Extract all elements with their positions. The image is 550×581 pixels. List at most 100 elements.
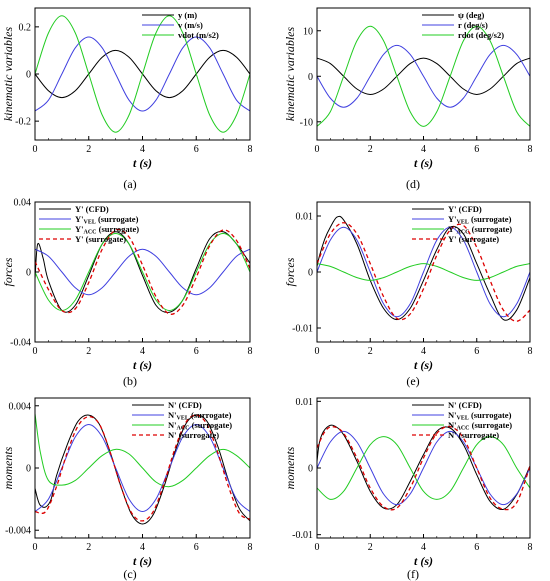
legend-label: N' (surrogate)	[168, 430, 219, 440]
series-line-b-1	[35, 248, 250, 296]
series-line-c-0	[35, 414, 250, 525]
legend-label: N' (surrogate)	[448, 430, 499, 440]
y-axis-label: forces	[1, 257, 15, 286]
legend-label: Y' (CFD)	[75, 204, 109, 214]
y-axis-label: kinematic variables	[283, 27, 297, 122]
series-line-e-3	[317, 222, 530, 322]
series-line-c-1	[35, 423, 250, 513]
y-tick-label: 0	[308, 72, 313, 83]
x-tick-label: 0	[33, 346, 38, 357]
x-tick-label: 2	[368, 346, 373, 357]
legend-label: N' (CFD)	[168, 400, 202, 410]
y-axis-label: kinematic variables	[1, 27, 15, 122]
legend-label: Y' (surrogate)	[448, 234, 499, 244]
y-tick-label: 0	[26, 70, 31, 81]
y-axis-label: moments	[283, 446, 297, 489]
x-tick-label: 4	[140, 144, 145, 155]
series-line-d-1	[317, 44, 530, 108]
legend-label: rdot (deg/s2)	[458, 30, 504, 40]
x-axis-label: t (s)	[414, 554, 433, 568]
x-tick-label: 0	[33, 144, 38, 155]
x-axis-label: t (s)	[133, 156, 152, 170]
legend-label: N' (CFD)	[448, 400, 482, 410]
legend-label: Y' (surrogate)	[75, 234, 126, 244]
x-tick-label: 2	[86, 346, 91, 357]
x-tick-label: 4	[140, 346, 145, 357]
x-tick-label: 0	[315, 346, 320, 357]
y-tick-label: 0	[26, 268, 31, 279]
x-tick-label: 6	[474, 144, 479, 155]
x-tick-label: 2	[368, 542, 373, 553]
panel-caption: (f)	[407, 567, 419, 581]
series-line-f-0	[317, 424, 530, 511]
x-tick-label: 0	[315, 144, 320, 155]
y-tick-label: -0.004	[5, 526, 31, 537]
y-tick-label: -0.04	[10, 338, 31, 349]
panel-caption: (c)	[123, 567, 136, 581]
y-tick-label: 0.01	[296, 397, 314, 408]
legend-label: N'ACC (surrogate)	[448, 420, 512, 432]
y-tick-label: -0.2	[15, 117, 31, 128]
legend-label: Y'ACC (surrogate)	[75, 224, 139, 236]
panel-caption: (a)	[123, 177, 136, 191]
series-line-b-3	[35, 228, 250, 315]
legend-label: Y' (CFD)	[448, 204, 482, 214]
series-line-c-3	[35, 414, 250, 522]
x-tick-label: 6	[194, 144, 199, 155]
x-tick-label: 8	[528, 346, 533, 357]
x-tick-label: 6	[474, 542, 479, 553]
legend-label: vdot (m/s2)	[178, 30, 219, 40]
x-axis-label: t (s)	[133, 554, 152, 568]
panel-caption: (e)	[406, 374, 419, 388]
chart-panel-a: 0 2 4 6 8 -0.2 0 0.2 t (s) kinematic variables (a)…	[1, 7, 253, 191]
x-tick-label: 6	[194, 346, 199, 357]
y-tick-label: 0.01	[296, 212, 314, 223]
chart-panel-d: 0 2 4 6 8 -10 0 10 t (s) kinematic variables (d) ψ …	[283, 7, 533, 191]
y-tick-label: 0	[308, 464, 313, 475]
panel-caption: (d)	[406, 177, 420, 191]
y-tick-label: -0.01	[292, 324, 313, 335]
x-tick-label: 8	[248, 144, 253, 155]
series-line-d-2	[317, 25, 530, 127]
x-axis-label: t (s)	[133, 358, 152, 372]
legend-label: N'ACC (surrogate)	[168, 420, 232, 432]
x-tick-label: 6	[194, 542, 199, 553]
y-axis-label: forces	[283, 257, 297, 286]
series-line-f-2	[317, 436, 530, 500]
x-tick-label: 4	[140, 542, 145, 553]
y-axis-label: moments	[1, 446, 15, 489]
series-line-e-2	[317, 263, 530, 281]
x-tick-label: 8	[248, 542, 253, 553]
x-axis-label: t (s)	[414, 156, 433, 170]
y-tick-label: -0.01	[292, 530, 313, 541]
plot-frame	[316, 7, 531, 141]
y-tick-label: 0.004	[9, 401, 32, 412]
y-tick-label: 0.04	[14, 198, 32, 209]
series-line-e-1	[317, 226, 530, 318]
series-line-f-1	[317, 430, 530, 506]
series-line-d-0	[317, 57, 530, 95]
series-line-a-1	[35, 36, 250, 112]
x-tick-label: 0	[315, 542, 320, 553]
x-tick-label: 4	[421, 144, 426, 155]
x-tick-label: 4	[421, 542, 426, 553]
legend-label: Y'VEL (surrogate)	[448, 214, 512, 226]
legend-label: Y'VEL (surrogate)	[75, 214, 139, 226]
y-tick-label: 0	[308, 268, 313, 279]
legend-label: y (m)	[178, 10, 197, 20]
series-line-b-2	[35, 232, 250, 312]
y-tick-label: 0.2	[19, 22, 32, 33]
y-tick-label: -10	[300, 117, 313, 128]
x-axis-label: t (s)	[414, 358, 433, 372]
x-tick-label: 8	[248, 346, 253, 357]
x-tick-label: 4	[421, 346, 426, 357]
series-line-e-0	[317, 215, 530, 321]
legend-label: N'VEL (surrogate)	[168, 410, 232, 422]
x-tick-label: 8	[528, 144, 533, 155]
x-tick-label: 0	[33, 542, 38, 553]
